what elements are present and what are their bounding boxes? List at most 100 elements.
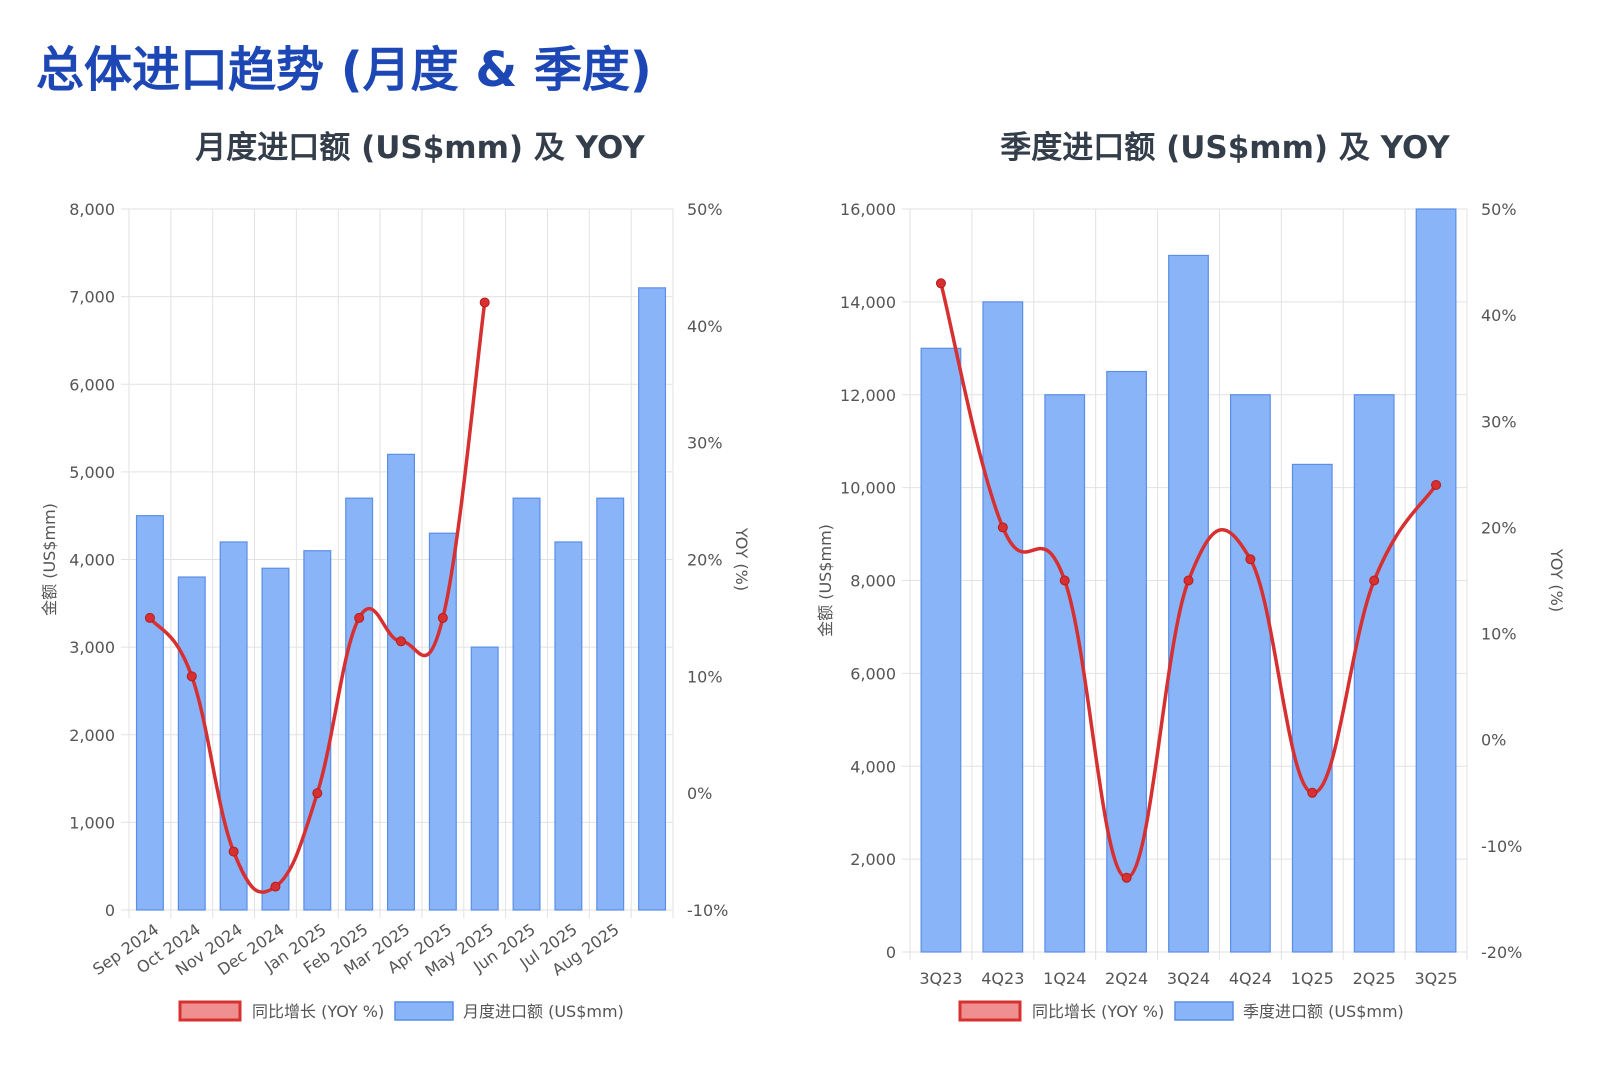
y-axis-title: 金额 (US$mm) [816, 524, 835, 637]
bar [470, 646, 499, 911]
y-tick-label: 4,000 [850, 757, 896, 776]
yoy-line [939, 282, 1438, 880]
bar [428, 532, 457, 911]
y-tick-label: 10,000 [840, 479, 896, 498]
yoy-point [1307, 787, 1318, 798]
y-tick-label: 3,000 [69, 638, 115, 657]
monthly-chart-panel: 月度进口额 (US$mm) 及 YOY 8,000 7,000 6,000 5,000 4… [10, 110, 770, 1080]
y-tick-label: 12,000 [840, 386, 896, 405]
y-tick-label: 0 [105, 901, 115, 920]
yoy-point [144, 612, 155, 623]
y-tick-label: 8,000 [850, 572, 896, 591]
chart-title: 月度进口额 (US$mm) 及 YOY [195, 130, 645, 166]
y2-tick-label: 50% [687, 200, 723, 219]
x-tick-label: 2Q24 [1105, 969, 1148, 988]
legend-label-imports: 季度进口额 (US$mm) [1243, 1002, 1404, 1021]
legend-swatch-imports [1174, 1001, 1234, 1021]
y2-tick-label: -10% [687, 901, 728, 920]
bar [1044, 394, 1086, 953]
y-tick-label: 16,000 [840, 200, 896, 219]
y-tick-label: 2,000 [69, 726, 115, 745]
bar [1353, 394, 1395, 953]
bar [1229, 394, 1271, 953]
bar [1291, 463, 1333, 953]
x-tick-label: 4Q23 [981, 969, 1024, 988]
bar [1168, 254, 1209, 953]
y-tick-label: 6,000 [69, 375, 115, 394]
x-tick-label: 3Q25 [1414, 969, 1457, 988]
y2-tick-label: 50% [1481, 200, 1517, 219]
y2-tick-label: -20% [1481, 943, 1522, 962]
y2-tick-label: 40% [687, 317, 723, 336]
yoy-point [228, 846, 239, 857]
y-tick-label: 5,000 [69, 463, 115, 482]
y-tick-label: 7,000 [69, 288, 115, 307]
yoy-point [479, 297, 490, 308]
y2-tick-label: 10% [1481, 625, 1517, 644]
y-tick-label: 4,000 [69, 551, 115, 570]
bar [920, 347, 962, 953]
y-tick-label: 0 [886, 943, 896, 962]
y-tick-label: 14,000 [840, 293, 896, 312]
yoy-point [354, 612, 365, 623]
x-tick-label: 1Q24 [1043, 969, 1086, 988]
page-title: 总体进口趋势 (月度 & 季度) [36, 42, 652, 98]
legend-swatch-imports [394, 1001, 454, 1021]
y-tick-label: 8,000 [69, 200, 115, 219]
legend-label-yoy: 同比增长 (YOY %) [1032, 1002, 1164, 1021]
x-tick-label: 3Q23 [919, 969, 962, 988]
y-tick-label: 2,000 [850, 850, 896, 869]
y-tick-label: 6,000 [850, 664, 896, 683]
bar [1106, 370, 1148, 953]
x-tick-label: 3Q24 [1167, 969, 1210, 988]
bar [1415, 208, 1457, 953]
yoy-point [186, 671, 197, 682]
y2-tick-label: 10% [687, 667, 723, 686]
legend-swatch-yoy [958, 1000, 1022, 1022]
legend-label-yoy: 同比增长 (YOY %) [252, 1002, 384, 1021]
yoy-point [1121, 872, 1132, 883]
monthly-import-chart: 月度进口额 (US$mm) 及 YOY 8,000 7,000 6,000 5,000 4… [40, 130, 751, 1022]
yoy-point [1431, 479, 1442, 490]
bar [135, 515, 164, 911]
y-axis-title: 金额 (US$mm) [40, 503, 59, 616]
bar [387, 453, 415, 911]
quarterly-import-chart: 季度进口额 (US$mm) 及 YOY 16,000 14,000 12,000 10,… [816, 130, 1566, 1022]
y2-tick-label: 0% [687, 784, 712, 803]
bar [638, 287, 667, 911]
bar [512, 497, 541, 911]
bar [345, 497, 374, 911]
y2-tick-label: 30% [687, 434, 723, 453]
bar [982, 301, 1024, 953]
x-tick-label: 4Q24 [1229, 969, 1272, 988]
yoy-point [1369, 575, 1380, 586]
yoy-point [935, 278, 946, 289]
x-tick-label: 2Q25 [1353, 969, 1396, 988]
y-tick-label: 1,000 [69, 813, 115, 832]
yoy-point [270, 881, 281, 892]
legend-swatch-yoy [178, 1000, 242, 1022]
bar [177, 576, 206, 911]
yoy-point [312, 788, 323, 799]
y2-tick-label: 20% [1481, 518, 1517, 537]
yoy-point [1183, 575, 1194, 586]
yoy-point [997, 522, 1008, 533]
y2-tick-label: 30% [1481, 412, 1517, 431]
y2-tick-label: -10% [1481, 837, 1522, 856]
y2-tick-label: 0% [1481, 731, 1506, 750]
bar [554, 541, 583, 911]
x-tick-label: 1Q25 [1291, 969, 1334, 988]
yoy-point [396, 636, 406, 647]
bar [303, 550, 332, 911]
yoy-point [437, 612, 448, 623]
y2-tick-label: 40% [1481, 306, 1517, 325]
chart-title: 季度进口额 (US$mm) 及 YOY [1000, 130, 1450, 166]
yoy-point [1245, 554, 1256, 565]
y2-axis-title: YOY (%) [732, 527, 751, 591]
y2-axis-title: YOY (%) [1547, 548, 1566, 612]
quarterly-chart-panel: 季度进口额 (US$mm) 及 YOY 16,000 14,000 12,000 10,… [815, 110, 1615, 1080]
y2-tick-label: 20% [687, 551, 723, 570]
yoy-point [1059, 575, 1070, 586]
legend-label-imports: 月度进口额 (US$mm) [463, 1002, 624, 1021]
bar [596, 497, 625, 911]
